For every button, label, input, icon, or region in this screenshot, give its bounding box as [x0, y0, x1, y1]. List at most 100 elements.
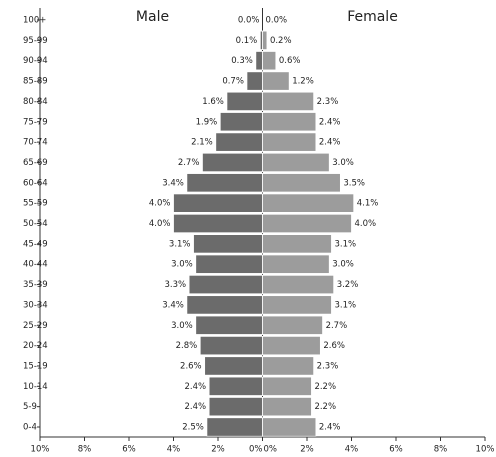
value-label: 2.2%: [314, 402, 336, 412]
bar: [246, 71, 263, 91]
value-label: 2.8%: [176, 341, 198, 351]
bar: [195, 254, 263, 274]
y-tick-label: 25-29: [23, 321, 48, 331]
bar: [186, 173, 263, 193]
bar: [262, 234, 332, 254]
value-label: 0.2%: [270, 36, 292, 46]
y-tick-label: 5-9: [23, 402, 37, 412]
bar: [262, 417, 317, 437]
y-tick-label: 50-54: [23, 219, 48, 229]
value-label: 2.2%: [314, 382, 336, 392]
value-label: 3.2%: [337, 280, 359, 290]
value-label: 0.6%: [279, 56, 301, 66]
value-label: 4.0%: [149, 199, 171, 209]
y-tick-label: 20-24: [23, 341, 48, 351]
value-label: 1.2%: [292, 77, 314, 87]
x-tick-label: 10%: [476, 445, 495, 455]
bar: [262, 396, 312, 417]
bar: [202, 152, 263, 173]
bar: [204, 356, 263, 376]
value-label: 2.6%: [180, 361, 202, 371]
y-tick-label: 10-14: [23, 382, 48, 392]
bar: [262, 132, 317, 152]
bar: [262, 356, 315, 376]
value-label: 3.1%: [334, 300, 356, 310]
y-tick-label: 75-79: [23, 117, 48, 127]
bar: [262, 295, 332, 315]
value-label: 2.3%: [317, 97, 339, 107]
x-tick-label: 2%: [300, 445, 314, 455]
y-tick-label: 70-74: [23, 138, 48, 148]
bar: [206, 417, 263, 437]
value-label: 3.0%: [332, 158, 354, 168]
value-label: 4.0%: [355, 219, 377, 229]
y-tick-label: 40-44: [23, 260, 48, 270]
y-tick-label: 45-49: [23, 239, 48, 249]
series-label: Female: [347, 9, 398, 25]
bar: [226, 91, 263, 112]
y-tick-label: 35-39: [23, 280, 48, 290]
bar: [262, 91, 315, 112]
bar: [208, 376, 263, 396]
bar: [255, 51, 263, 71]
value-label: 4.0%: [149, 219, 171, 229]
bar: [173, 213, 263, 234]
x-tick-label: 6%: [389, 445, 403, 455]
bar: [193, 234, 263, 254]
x-tick-label: 10%: [31, 445, 50, 455]
y-tick-label: 100+: [23, 16, 46, 26]
x-tick-label: 6%: [122, 445, 136, 455]
value-label: 3.0%: [171, 321, 193, 331]
bar: [186, 295, 263, 315]
value-label: 3.4%: [162, 300, 184, 310]
bar: [262, 112, 317, 132]
series-label: Male: [136, 9, 169, 25]
bar: [199, 335, 263, 356]
bar: [262, 51, 277, 71]
y-tick-label: 80-84: [23, 97, 48, 107]
bar: [188, 274, 263, 295]
value-label: 2.4%: [319, 117, 341, 127]
value-label: 3.0%: [171, 260, 193, 270]
value-label: 2.7%: [178, 158, 200, 168]
value-label: 2.7%: [326, 321, 348, 331]
value-label: 4.1%: [357, 199, 379, 209]
value-label: 2.5%: [182, 423, 204, 433]
y-tick-label: 95-99: [23, 36, 48, 46]
value-label: 3.0%: [332, 260, 354, 270]
y-tick-label: 65-69: [23, 158, 48, 168]
bar: [262, 193, 355, 213]
bar: [262, 315, 323, 335]
value-label: 0.0%: [238, 16, 260, 26]
value-label: 1.9%: [196, 117, 218, 127]
value-label: 3.4%: [162, 178, 184, 188]
x-tick-label: 4%: [167, 445, 181, 455]
bar: [262, 335, 321, 356]
value-label: 0.7%: [222, 77, 244, 87]
value-label: 2.1%: [191, 138, 213, 148]
value-label: 3.1%: [334, 239, 356, 249]
bar: [262, 274, 335, 295]
y-tick-label: 15-19: [23, 361, 48, 371]
y-tick-label: 30-34: [23, 300, 48, 310]
x-tick-label: 8%: [434, 445, 448, 455]
y-tick-label: 85-89: [23, 77, 48, 87]
bar: [208, 396, 263, 417]
value-label: 2.4%: [184, 382, 206, 392]
bar: [173, 193, 263, 213]
bar: [262, 152, 330, 173]
bar: [215, 132, 263, 152]
bar: [262, 376, 312, 396]
value-label: 3.5%: [343, 178, 365, 188]
bar: [262, 173, 341, 193]
value-label: 2.4%: [319, 423, 341, 433]
y-tick-label: 0-4: [23, 423, 37, 433]
x-tick-label: 0%: [264, 445, 278, 455]
bar: [219, 112, 263, 132]
value-label: 2.4%: [319, 138, 341, 148]
x-tick-label: 8%: [78, 445, 92, 455]
value-label: 0.3%: [231, 56, 253, 66]
bar: [262, 213, 352, 234]
x-tick-label: 2%: [211, 445, 225, 455]
